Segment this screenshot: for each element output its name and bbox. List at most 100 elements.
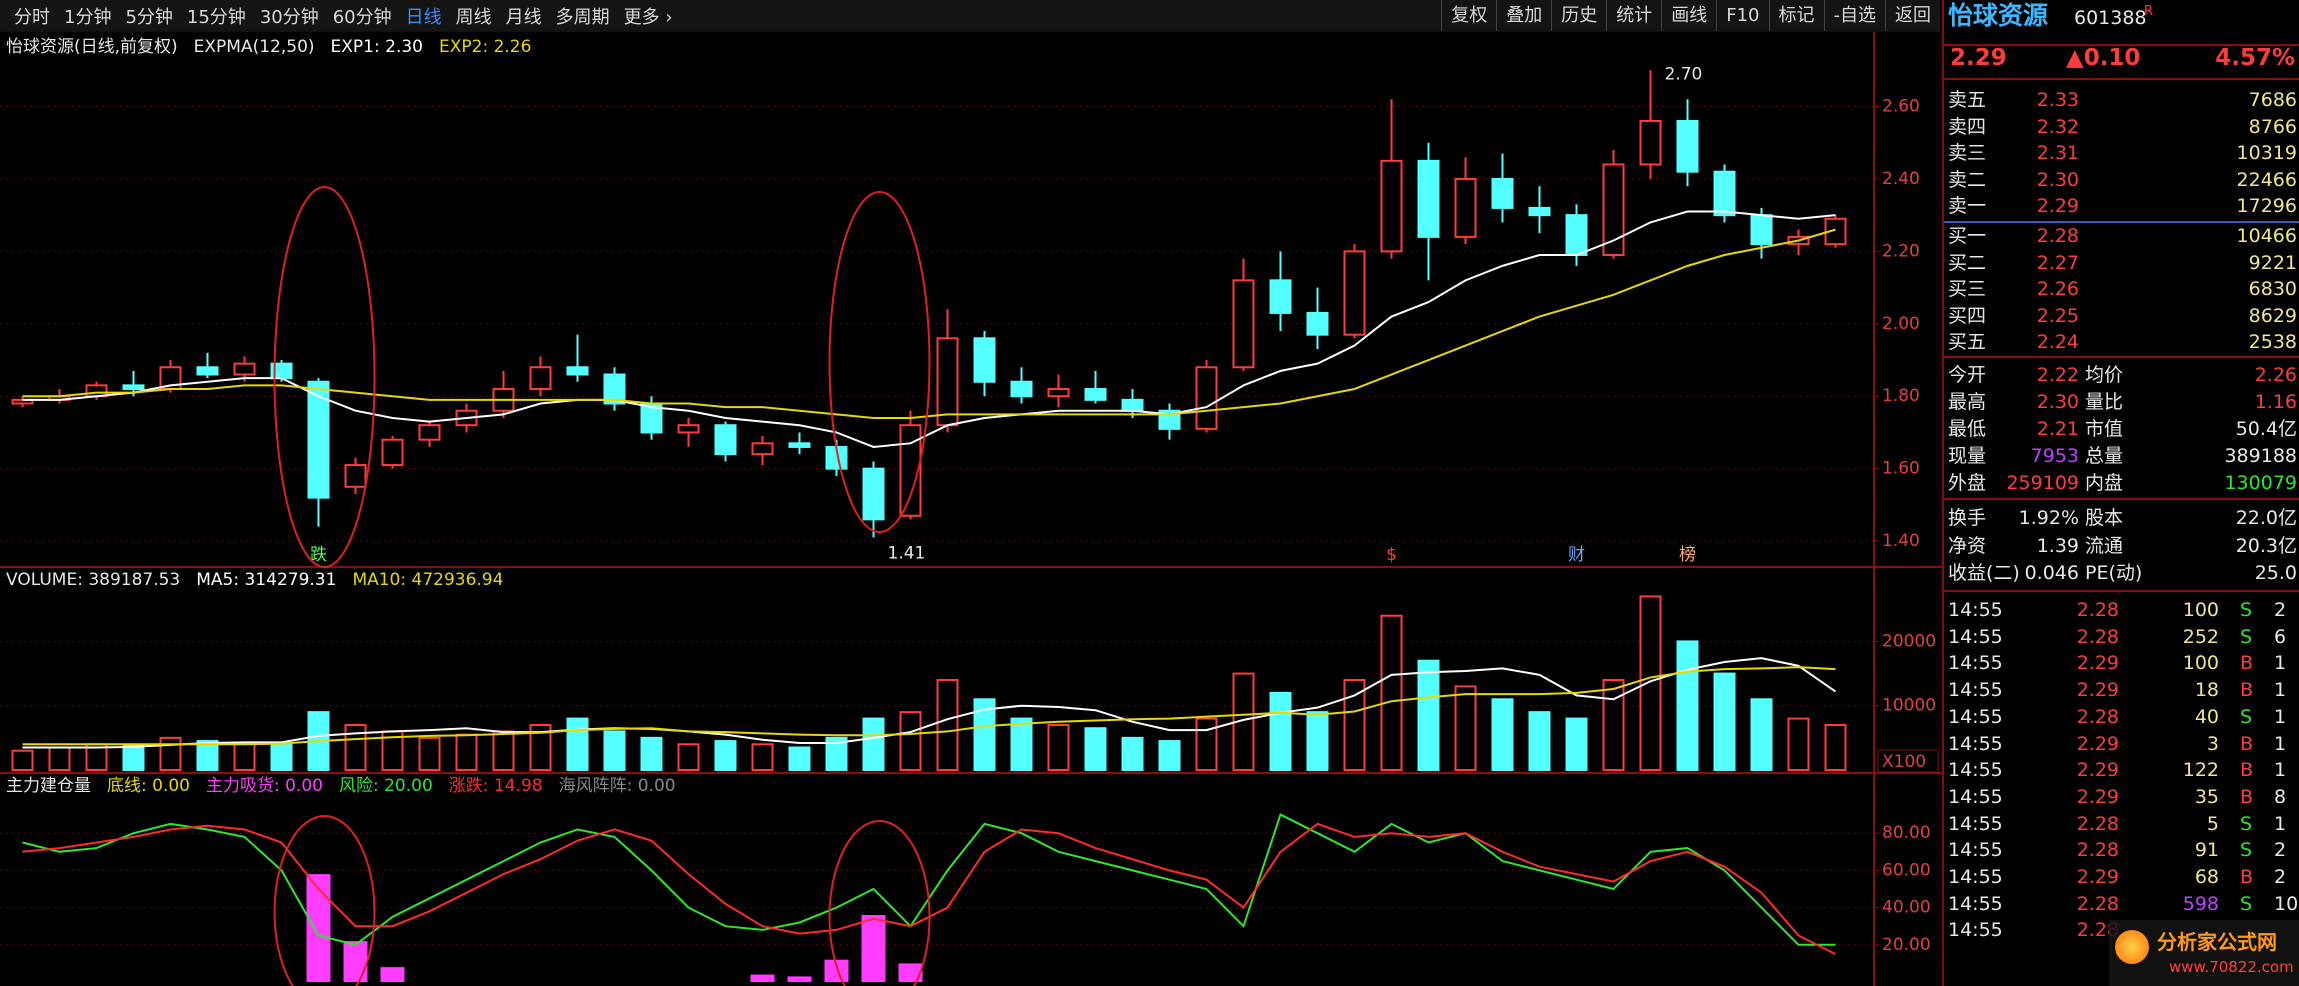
candle-body	[381, 438, 404, 467]
quote-text: 14:55	[1948, 625, 2003, 648]
quote-text: 2	[2274, 599, 2287, 621]
tool-button[interactable]: 统计	[1606, 0, 1661, 31]
quote-text: 外盘	[1948, 472, 1987, 494]
highlight-circle	[828, 820, 931, 986]
tool-button[interactable]: 标记	[1768, 0, 1824, 31]
candle-body	[529, 366, 552, 390]
y-tick-label: 1.40	[1882, 531, 1920, 551]
indicator-line	[22, 666, 1836, 746]
candle-body	[1232, 279, 1255, 369]
volume-bar	[48, 746, 71, 771]
candle-body	[1380, 159, 1403, 253]
quote-text: 252	[2182, 625, 2219, 648]
tool-button[interactable]: -自选	[1823, 0, 1886, 31]
volume-bar	[1010, 717, 1033, 771]
quote-text: 14:55	[1948, 812, 2003, 835]
volume-bar	[122, 744, 145, 771]
candle-body	[1195, 366, 1218, 430]
quote-text: 2.28	[2076, 812, 2119, 835]
period-tab[interactable]: 周线	[455, 6, 492, 28]
quote-text: 8	[2274, 785, 2287, 808]
candle-body	[677, 424, 700, 434]
period-tab[interactable]: 多周期	[555, 6, 610, 28]
candle-body	[788, 442, 811, 448]
quote-text: 122	[2182, 759, 2219, 782]
y-tick-label: 2.00	[1882, 314, 1920, 334]
highlight-circle	[273, 815, 376, 986]
tool-buttons: 复权 叠加 历史 统计 画线 F10 标记 -自选 返回	[1441, 0, 1940, 31]
volume-bar	[11, 749, 34, 772]
unit-box	[1877, 749, 1939, 773]
quote-text: S	[2240, 599, 2253, 621]
legend-label: 风险: 20.00	[339, 776, 433, 796]
quote-text: 25.0	[2254, 562, 2297, 584]
indicator-line	[22, 228, 1836, 419]
volume-bar	[529, 724, 552, 771]
quote-text: 14:55	[1948, 785, 2003, 808]
tool-button[interactable]: 叠加	[1496, 0, 1551, 31]
period-tab[interactable]: 更多 ›	[623, 6, 673, 28]
volume-bar	[1047, 724, 1070, 771]
period-tab[interactable]: 日线	[405, 6, 442, 28]
quote-text: 14:55	[1948, 839, 2003, 862]
quote-text: 市值	[2085, 418, 2124, 440]
period-tab[interactable]: 月线	[505, 6, 542, 28]
tool-button[interactable]: F10	[1716, 0, 1768, 31]
quote-text: 40	[2194, 705, 2219, 728]
period-tab[interactable]: 5分钟	[125, 6, 173, 28]
quote-text: S	[2240, 812, 2253, 835]
quote-panel: 怡球资源 601388 R 2.29 ▲0.10 4.57% 卖五 2.33 7686 卖四 2.3…	[1942, 0, 2299, 986]
quote-text: 1	[2274, 812, 2287, 835]
volume-bar	[1306, 711, 1329, 772]
quote-text: 2.29	[2076, 759, 2119, 782]
y-tick-label: 1.60	[1882, 459, 1920, 479]
candle-body	[1750, 214, 1773, 246]
candle-body	[122, 384, 145, 390]
period-tab[interactable]: 分时	[14, 6, 50, 28]
volume-bar	[270, 743, 293, 771]
tool-button[interactable]: 历史	[1551, 0, 1606, 31]
quote-text: 6830	[2248, 278, 2297, 300]
candle-body	[973, 337, 996, 383]
quote-text: 流通	[2085, 534, 2124, 557]
candle-body	[307, 380, 330, 499]
quote-text: 2.21	[2036, 418, 2079, 440]
highlight-circle	[828, 191, 931, 533]
quote-text: 1	[2274, 652, 2287, 675]
quote-text: 2538	[2248, 331, 2297, 353]
candle-body	[1010, 380, 1033, 398]
quote-text: 1	[2274, 705, 2287, 728]
quote-text: PE(动)	[2085, 562, 2143, 584]
period-tab[interactable]: 15分钟	[186, 6, 246, 28]
period-tab[interactable]: 30分钟	[259, 6, 319, 28]
quote-text: 5	[2206, 812, 2219, 835]
tool-button[interactable]: 返回	[1885, 0, 1940, 31]
highlight-circle	[273, 186, 376, 568]
quote-text: 20.3亿	[2235, 534, 2297, 557]
y-tick-label: 20.00	[1882, 935, 1931, 955]
volume-bar	[492, 730, 515, 772]
volume-bar	[899, 711, 922, 772]
period-tab[interactable]: 60分钟	[332, 6, 392, 28]
quote-text: 35	[2194, 785, 2219, 808]
absorb-bar	[898, 963, 923, 982]
candle-body	[418, 424, 441, 441]
quote-text: S	[2240, 625, 2253, 648]
tool-button[interactable]: 画线	[1661, 0, 1716, 31]
legend-label: EXP2: 2.26	[439, 37, 531, 57]
volume-bar	[233, 742, 256, 771]
volume-bar	[1565, 717, 1588, 771]
quote-text: 卖四	[1948, 115, 1987, 138]
quote-text: 2	[2274, 866, 2287, 888]
volume-bar	[1454, 685, 1477, 772]
quote-text: 2.28	[2076, 892, 2119, 915]
y-tick-label: 80.00	[1882, 823, 1931, 843]
volume-bar	[159, 736, 182, 771]
tool-button[interactable]: 复权	[1441, 0, 1496, 31]
quote-text: 2.32	[2036, 115, 2079, 138]
quote-text: 8629	[2248, 304, 2297, 327]
period-tab[interactable]: 1分钟	[64, 6, 112, 28]
volume-bar	[1343, 679, 1366, 771]
quote-text: B	[2240, 652, 2254, 675]
quote-text: 68	[2194, 866, 2219, 888]
